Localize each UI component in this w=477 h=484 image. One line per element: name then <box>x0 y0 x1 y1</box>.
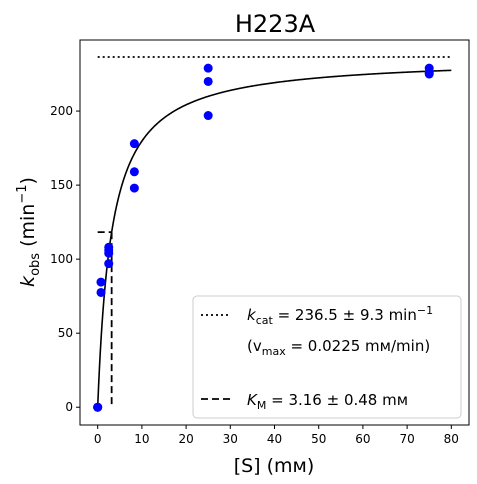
legend-vmax-open: (v <box>247 337 262 355</box>
data-points <box>93 63 434 412</box>
x-tick-label: 50 <box>311 432 326 446</box>
x-tick-label: 40 <box>267 432 282 446</box>
data-point <box>424 69 434 79</box>
data-point <box>96 277 106 287</box>
y-axis-label-unit: (min <box>17 204 39 253</box>
data-point <box>129 139 139 149</box>
fit-curve <box>96 69 452 408</box>
x-tick-label: 20 <box>178 432 193 446</box>
legend-kcat-label: kcat = 236.5 ± 9.3 min−1 <box>247 304 433 327</box>
chart-title: H223A <box>235 10 316 38</box>
legend-kcat-superscript: −1 <box>417 304 433 317</box>
legend: kcat = 236.5 ± 9.3 min−1 (vmax = 0.0225 … <box>192 295 462 419</box>
x-axis-label: [S] (mм) <box>234 455 315 477</box>
y-axis: 0 50 100 150 200 <box>50 104 80 414</box>
legend-km-symbol: K <box>247 391 258 409</box>
legend-kcat-value: = 236.5 ± 9.3 min <box>273 306 417 324</box>
legend-km-subscript: M <box>257 399 267 412</box>
x-tick-label: 70 <box>399 432 414 446</box>
y-tick-label: 50 <box>58 326 73 340</box>
legend-km-value: = 3.16 ± 0.48 mм <box>266 391 408 409</box>
y-tick-label: 200 <box>50 104 73 118</box>
legend-box <box>192 295 462 419</box>
data-point <box>203 76 213 86</box>
data-point <box>104 245 114 255</box>
data-point <box>96 287 106 297</box>
x-tick-label: 0 <box>94 432 102 446</box>
data-point <box>129 167 139 177</box>
x-tick-label: 80 <box>444 432 459 446</box>
y-axis-label: kobs (min−1) <box>15 177 43 287</box>
y-tick-label: 150 <box>50 178 73 192</box>
legend-vmax-value: = 0.0225 mм/min) <box>286 337 430 355</box>
legend-kcat-subscript: cat <box>256 314 274 327</box>
data-point <box>203 111 213 121</box>
legend-km-label: KM = 3.16 ± 0.48 mм <box>247 391 408 412</box>
legend-vmax-label: (vmax = 0.0225 mм/min) <box>247 337 430 358</box>
y-axis-label-superscript: −1 <box>15 184 30 203</box>
x-axis: 0 10 20 30 40 50 60 70 80 <box>94 425 459 446</box>
y-axis-label-close: ) <box>17 177 39 184</box>
x-tick-label: 60 <box>355 432 370 446</box>
plot-lines <box>96 56 452 408</box>
data-point <box>93 402 103 412</box>
y-axis-label-subscript: obs <box>28 253 43 276</box>
y-tick-label: 0 <box>65 400 73 414</box>
legend-kcat-symbol: k <box>247 306 257 324</box>
data-point <box>104 259 114 269</box>
data-point <box>129 183 139 193</box>
x-tick-label: 30 <box>223 432 238 446</box>
legend-vmax-subscript: max <box>262 345 286 358</box>
data-point <box>203 63 213 73</box>
x-tick-label: 10 <box>134 432 149 446</box>
y-tick-label: 100 <box>50 252 73 266</box>
y-axis-label-symbol: k <box>17 275 39 287</box>
